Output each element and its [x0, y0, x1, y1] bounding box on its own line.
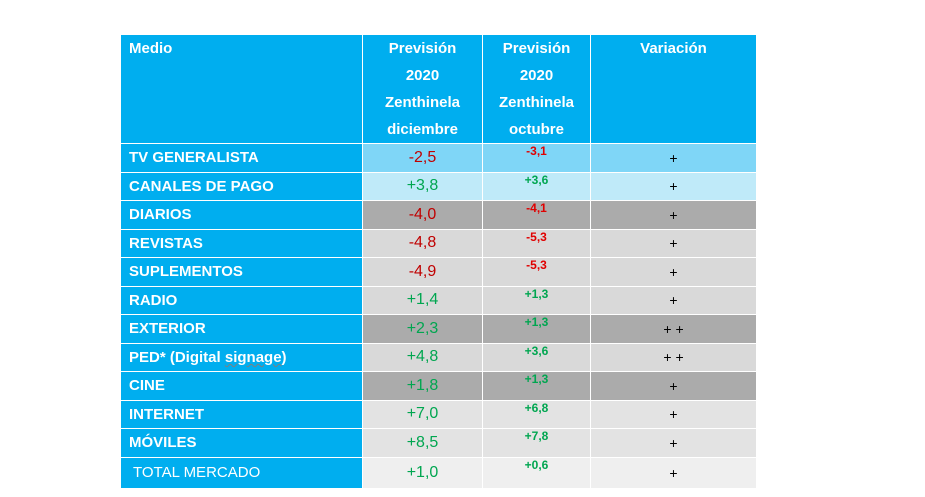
- value-octubre: -5,3: [482, 257, 591, 287]
- value-octubre: +1,3: [482, 371, 591, 401]
- table-row-total: TOTAL MERCADO +1,0 +0,6 +: [120, 456, 757, 489]
- table-row: PED* (Digital signage) +4,8 +3,6 + +: [120, 342, 757, 372]
- value-octubre: +7,8: [482, 428, 591, 458]
- value-variacion: +: [590, 399, 757, 429]
- row-label: PED* (Digital signage): [120, 342, 363, 372]
- value-diciembre: +1,8: [362, 371, 483, 401]
- row-label: MÓVILES: [120, 428, 363, 458]
- row-label: SUPLEMENTOS: [120, 257, 363, 287]
- value-diciembre: -4,0: [362, 200, 483, 230]
- value-variacion: +: [590, 200, 757, 230]
- value-variacion: +: [590, 285, 757, 315]
- table-row: RADIO +1,4 +1,3 +: [120, 285, 757, 315]
- value-octubre: -3,1: [482, 143, 591, 173]
- header-row: Medio Previsión 2020 Zenthinela diciembre P…: [120, 34, 757, 144]
- value-diciembre: +2,3: [362, 314, 483, 344]
- value-octubre: +3,6: [482, 171, 591, 201]
- table-row: EXTERIOR +2,3 +1,3 + +: [120, 314, 757, 344]
- value-diciembre: +1,4: [362, 285, 483, 315]
- value-diciembre: -4,8: [362, 228, 483, 258]
- row-label: TOTAL MERCADO: [120, 456, 363, 489]
- row-label: DIARIOS: [120, 200, 363, 230]
- row-label: CINE: [120, 371, 363, 401]
- value-diciembre: +1,0: [362, 456, 483, 489]
- header-prevision-diciembre: Previsión 2020 Zenthinela diciembre: [362, 34, 483, 144]
- value-diciembre: -4,9: [362, 257, 483, 287]
- value-variacion: +: [590, 143, 757, 173]
- value-octubre: -4,1: [482, 200, 591, 230]
- value-octubre: +1,3: [482, 285, 591, 315]
- value-octubre: +1,3: [482, 314, 591, 344]
- table-row: TV GENERALISTA -2,5 -3,1 +: [120, 143, 757, 173]
- value-variacion: +: [590, 228, 757, 258]
- value-diciembre: +3,8: [362, 171, 483, 201]
- value-variacion: +: [590, 371, 757, 401]
- row-label: RADIO: [120, 285, 363, 315]
- value-variacion: +: [590, 428, 757, 458]
- value-octubre: +3,6: [482, 342, 591, 372]
- value-variacion: +: [590, 171, 757, 201]
- table-row: SUPLEMENTOS -4,9 -5,3 +: [120, 257, 757, 287]
- value-octubre: -5,3: [482, 228, 591, 258]
- table-row: DIARIOS -4,0 -4,1 +: [120, 200, 757, 230]
- table-row: MÓVILES +8,5 +7,8 +: [120, 428, 757, 458]
- value-diciembre: +8,5: [362, 428, 483, 458]
- table-row: REVISTAS -4,8 -5,3 +: [120, 228, 757, 258]
- value-octubre: +6,8: [482, 399, 591, 429]
- spellcheck-underline: signage: [224, 348, 282, 366]
- row-label: CANALES DE PAGO: [120, 171, 363, 201]
- table-row: CINE +1,8 +1,3 +: [120, 371, 757, 401]
- row-label: TV GENERALISTA: [120, 143, 363, 173]
- value-variacion: + +: [590, 342, 757, 372]
- header-medio: Medio: [120, 34, 363, 144]
- value-variacion: +: [590, 456, 757, 489]
- row-label: REVISTAS: [120, 228, 363, 258]
- header-prevision-octubre: Previsión 2020 Zenthinela octubre: [482, 34, 591, 144]
- table-row: CANALES DE PAGO +3,8 +3,6 +: [120, 171, 757, 201]
- table-row: INTERNET +7,0 +6,8 +: [120, 399, 757, 429]
- header-variacion: Variación: [590, 34, 757, 144]
- forecast-table: Medio Previsión 2020 Zenthinela diciembre P…: [120, 34, 757, 489]
- value-diciembre: +4,8: [362, 342, 483, 372]
- value-octubre: +0,6: [482, 456, 591, 489]
- value-diciembre: -2,5: [362, 143, 483, 173]
- value-diciembre: +7,0: [362, 399, 483, 429]
- value-variacion: +: [590, 257, 757, 287]
- row-label: INTERNET: [120, 399, 363, 429]
- row-label: EXTERIOR: [120, 314, 363, 344]
- value-variacion: + +: [590, 314, 757, 344]
